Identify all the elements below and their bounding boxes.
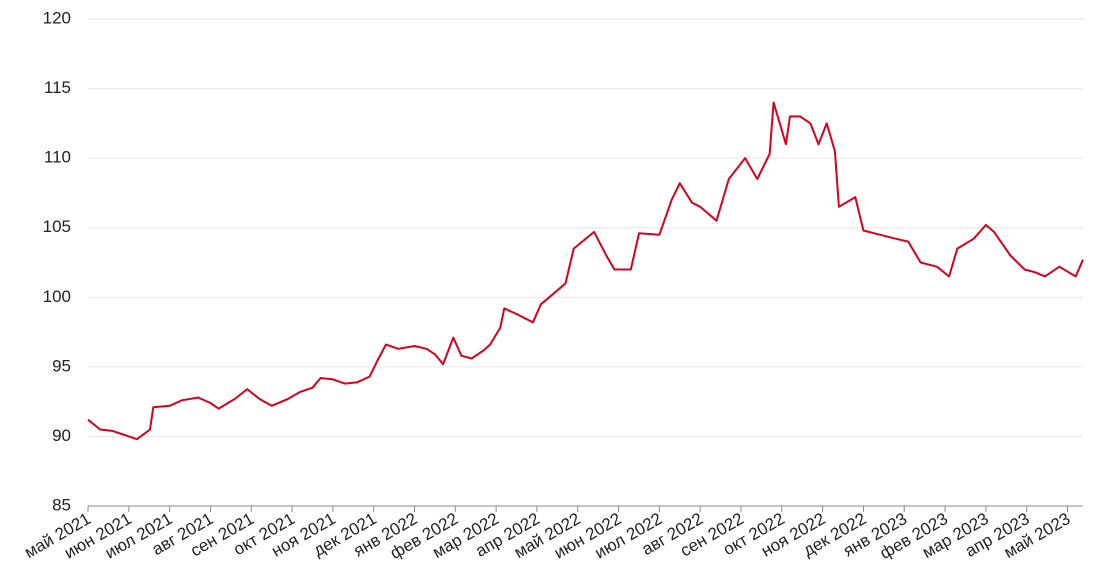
y-tick-label: 115: [44, 78, 71, 97]
y-tick-label: 100: [43, 287, 71, 306]
y-tick-label: 95: [52, 356, 71, 375]
y-tick-label: 90: [52, 426, 71, 445]
y-tick-label: 120: [43, 8, 71, 27]
y-tick-label: 110: [44, 148, 71, 167]
y-tick-label: 85: [52, 495, 71, 514]
y-tick-label: 105: [43, 217, 71, 236]
series-line: [87, 101, 1084, 441]
